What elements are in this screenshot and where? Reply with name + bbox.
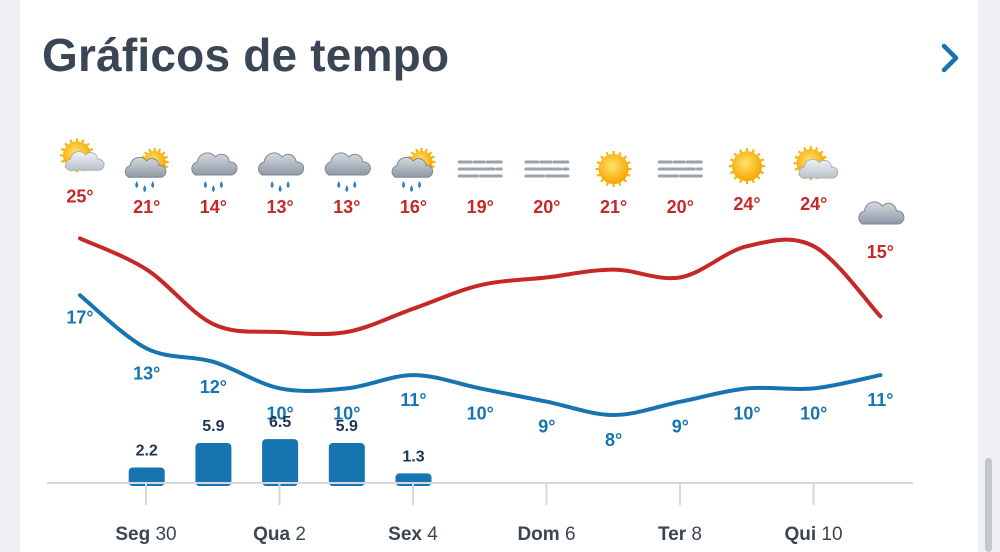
chevron-right-icon[interactable] [935, 38, 965, 78]
precipitation-bar [328, 443, 365, 486]
fog-icon [457, 160, 503, 178]
precipitation-bar [128, 467, 165, 486]
weather-charts-card: Gráficos de tempo [20, 0, 978, 552]
sun-rain-icon [391, 148, 436, 192]
precipitation-label: 6.5 [269, 414, 291, 431]
day-label: Dom 6 [517, 524, 575, 545]
rain-cloud-icon [258, 152, 305, 192]
precipitation-bar [262, 439, 299, 486]
min-temp-label: 10° [333, 403, 360, 423]
min-temp-label: 10° [733, 403, 760, 423]
max-temp-label: 16° [400, 197, 427, 217]
max-temp-label: 21° [133, 197, 160, 217]
precipitation-label: 2.2 [136, 442, 158, 459]
fog-icon [657, 160, 703, 178]
max-temp-line [78, 236, 883, 337]
max-temp-label: 14° [200, 197, 227, 217]
partly-sunny-icon [793, 146, 839, 181]
min-temp-label: 9° [538, 417, 555, 437]
precipitation-bar [195, 443, 232, 486]
min-temp-label: 17° [66, 307, 93, 327]
max-temp-label: 25° [66, 186, 93, 206]
max-temp-label: 13° [266, 197, 293, 217]
min-temp-label: 13° [133, 364, 160, 384]
day-label: Qui 10 [784, 524, 842, 545]
precipitation-label: 1.3 [402, 448, 424, 465]
min-temp-label: 9° [672, 417, 689, 437]
max-temp-label: 21° [600, 197, 627, 217]
sun-icon [729, 148, 765, 185]
max-temp-label: 20° [533, 197, 560, 217]
max-temp-label: 13° [333, 197, 360, 217]
max-temp-label: 19° [467, 197, 494, 217]
partly-sunny-icon [60, 138, 105, 173]
min-temp-label: 11° [867, 390, 893, 410]
max-temp-label: 20° [667, 197, 694, 217]
max-temp-label: 24° [800, 194, 827, 214]
max-temp-label: 24° [733, 194, 760, 214]
min-temp-line [78, 293, 883, 418]
fog-icon [524, 160, 570, 178]
precipitation-label: 5.9 [336, 418, 358, 435]
min-temp-label: 10° [800, 403, 827, 423]
min-temp-label: 11° [400, 390, 426, 410]
min-temp-label: 12° [200, 377, 227, 397]
min-temp-label: 8° [605, 430, 622, 450]
min-temp-label: 10° [467, 403, 494, 423]
day-label: Ter 8 [658, 524, 702, 545]
day-label: Qua 2 [253, 524, 306, 545]
scrollbar[interactable] [985, 458, 992, 552]
page-title: Gráficos de tempo [42, 29, 450, 81]
day-label: Seg 30 [115, 524, 176, 545]
cloud-icon [858, 201, 905, 225]
rain-cloud-icon [324, 152, 371, 192]
sun-icon [595, 151, 632, 187]
max-temp-label: 15° [867, 242, 894, 262]
rain-cloud-icon [191, 152, 238, 192]
precipitation-label: 5.9 [202, 418, 224, 435]
day-label: Sex 4 [388, 524, 438, 545]
sun-rain-icon [124, 148, 169, 192]
min-temp-label: 10° [266, 403, 293, 423]
